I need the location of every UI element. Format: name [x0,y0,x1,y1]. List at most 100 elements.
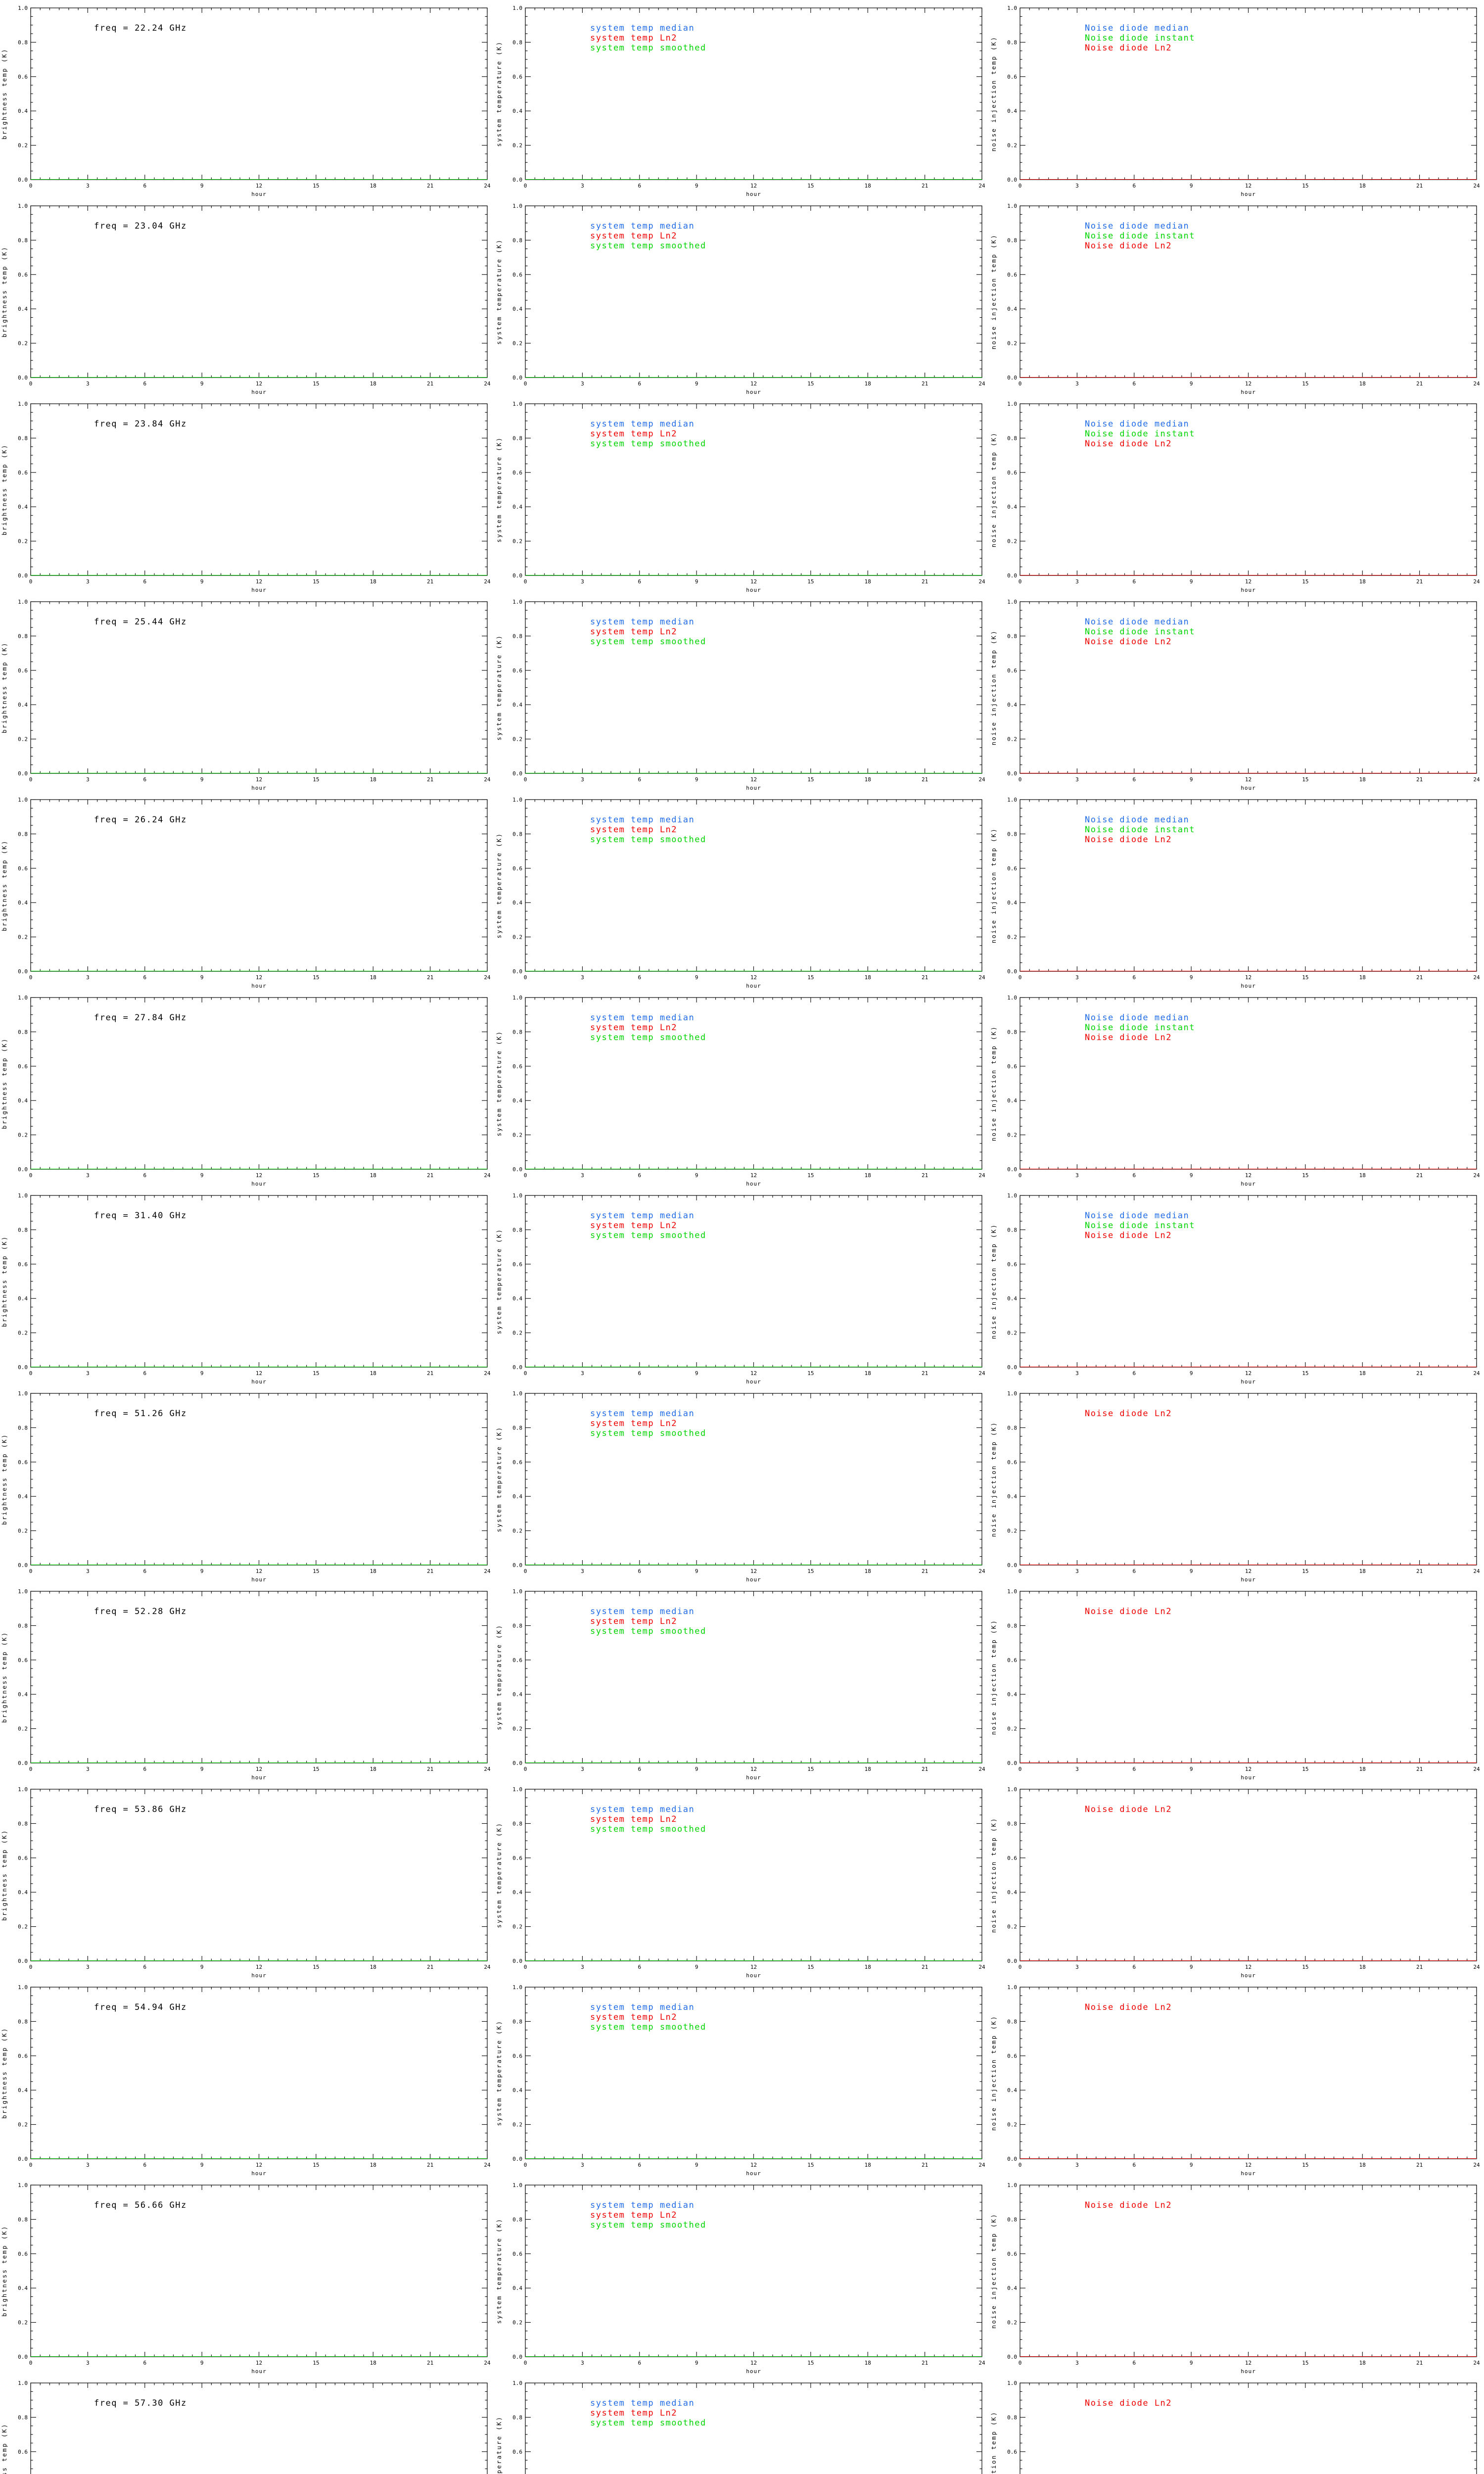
y-tick-label: 0.2 [512,143,522,149]
x-tick-label: 12 [1245,1568,1252,1574]
y-tick-label: 0.4 [1007,2285,1017,2291]
x-tick-label: 9 [200,183,204,189]
x-axis-title: hour [746,2170,761,2177]
x-tick-label: 6 [143,2360,146,2366]
y-tick-label: 0.8 [18,39,28,46]
x-tick-label: 12 [750,1964,757,1970]
legend-entry: system temp smoothed [590,1231,706,1240]
y-axis-label: noise injection temp (K) [990,1817,997,1933]
y-axis-label: noise injection temp (K) [990,1224,997,1339]
plot-r13-c3: 03691215182124hour0.00.20.40.60.81.0nois… [990,2380,1477,2474]
x-tick-label: 15 [313,183,319,189]
x-tick-label: 21 [922,776,928,783]
x-tick-label: 6 [143,2162,146,2168]
x-tick-label: 0 [29,2162,33,2168]
legend-entry: system temp Ln2 [590,2408,677,2418]
y-axis-label: noise injection temp (K) [990,2015,997,2131]
plot-r5-c2: 0 3 6 9 12 15 18 21 24 hour 0.0 0.2 0.4 0.6 0.8 1.0 syst… [496,797,985,989]
x-tick-label: 6 [143,776,146,783]
legend-entry: system temp median [590,1013,695,1023]
x-tick-label: 21 [427,1964,433,1970]
x-tick-label: 15 [1302,183,1308,189]
legend-entry: system temp median [590,419,695,429]
x-tick-label: 0 [1019,1370,1022,1377]
legend-entry: system temp smoothed [590,1428,706,1438]
x-tick-label: 9 [1190,2162,1193,2168]
y-tick-label: 0.4 [18,2285,28,2291]
plot-r1-c3: 0 3 6 9 12 15 18 21 24 hour 0.0 0.2 0.4 0.6 0.8 1.0 nois… [990,5,1480,197]
y-tick-label: 0.6 [1007,2251,1017,2257]
y-ticks [1020,1195,1477,1368]
x-tick-label: 15 [313,1964,319,1970]
y-tick-label: 0.6 [512,2251,522,2257]
plot-frame [30,1393,488,1566]
x-axis-title: hour [1241,191,1256,197]
x-axis-title: hour [746,389,761,395]
y-tick-label: 0.6 [18,2053,28,2059]
legend-entry: Noise diode Ln2 [1085,1231,1172,1240]
x-tick-label: 24 [484,381,491,387]
plot-cell-r9-c1: 0 3 6 9 12 15 18 21 24 hour 0.0 0.2 0.4 0.6 0.8 1.0 brig… [0,1583,495,1781]
x-tick-label: 6 [143,1964,146,1970]
plot-r2-c2: 0 3 6 9 12 15 18 21 24 hour 0.0 0.2 0.4 0.6 0.8 1.0 syst… [496,203,985,395]
y-axis-label: noise injection temp (K) [990,36,997,151]
y-ticks [31,2382,487,2470]
y-ticks [1020,2185,1477,2357]
x-tick-label: 3 [86,1370,90,1377]
x-ticks [30,1393,488,1565]
plot-r6-c3: 0 3 6 9 12 15 18 21 24 hour 0.0 0.2 0.4 0.6 0.8 1.0 nois… [990,995,1480,1187]
x-tick-label: 3 [86,1766,90,1772]
y-tick-label: 0.4 [1007,900,1017,906]
x-tick-label: 21 [1416,1766,1423,1772]
y-axis-label: brightness temp (K) [1,48,8,140]
x-tick-label: 24 [484,1964,491,1970]
x-tick-label: 0 [1019,2360,1022,2366]
x-tick-label: 6 [638,974,641,981]
x-tick-label: 12 [750,1766,757,1772]
plot-r9-c1: 0 3 6 9 12 15 18 21 24 hour 0.0 0.2 0.4 0.6 0.8 1.0 brig… [1,1588,491,1781]
plot-cell-r8-c2: 0 3 6 9 12 15 18 21 24 hour 0.0 0.2 0.4 0.6 0.8 1.0 syst… [495,1385,989,1583]
y-tick-label: 1.0 [18,1984,28,1991]
plot-r8-c3: 0 3 6 9 12 15 18 21 24 hour 0.0 0.2 0.4 0.6 0.8 1.0 nois… [990,1390,1480,1583]
plot-r13-c2: 03691215182124hour0.00.20.40.60.81.0syst… [496,2380,982,2474]
x-ticks [525,2185,982,2357]
y-axis-label: brightness temp (K) [1,1433,8,1525]
x-tick-label: 3 [581,1370,584,1377]
x-tick-label: 3 [581,1766,584,1772]
y-ticks [31,1789,487,1961]
y-ticks [1020,2382,1477,2470]
legend-entry: Noise diode Ln2 [1085,2002,1172,2012]
x-tick-label: 6 [143,974,146,981]
x-tick-label: 12 [750,381,757,387]
plot-cell-r7-c1: 0 3 6 9 12 15 18 21 24 hour 0.0 0.2 0.4 0.6 0.8 1.0 brig… [0,1188,495,1385]
x-tick-label: 3 [86,776,90,783]
x-tick-label: 15 [313,776,319,783]
x-tick-label: 21 [922,183,928,189]
y-tick-label: 0.6 [18,1063,28,1070]
y-axis-label: brightness temp (K) [1,246,8,337]
y-axis-label: brightness temp (K) [1,840,8,931]
x-tick-label: 9 [1190,1370,1193,1377]
y-tick-label: 0.2 [1007,538,1017,545]
y-tick-label: 0.4 [18,1493,28,1500]
x-tick-label: 9 [200,1766,204,1772]
legend-entry: system temp median [590,2002,695,2012]
x-tick-label: 12 [256,1964,262,1970]
plot-r9-c2: 0 3 6 9 12 15 18 21 24 hour 0.0 0.2 0.4 0.6 0.8 1.0 syst… [496,1588,985,1781]
y-axis-label: noise injection temp (K) [990,432,997,547]
legend-entry: system temp median [590,23,695,33]
x-tick-label: 12 [1245,1172,1252,1179]
y-tick-label: 0.6 [1007,1459,1017,1466]
y-tick-label: 0.6 [512,1459,522,1466]
y-axis-label: noise injection temp (K) [990,234,997,349]
plot-r7-c1: 0 3 6 9 12 15 18 21 24 hour 0.0 0.2 0.4 0.6 0.8 1.0 brig… [1,1192,491,1385]
y-tick-label: 0.6 [18,667,28,674]
y-tick-label: 0.2 [512,1132,522,1139]
plot-r11-c2: 0 3 6 9 12 15 18 21 24 hour 0.0 0.2 0.4 0.6 0.8 1.0 syst… [496,1984,985,2177]
x-tick-label: 6 [1132,1172,1136,1179]
x-tick-label: 15 [807,578,814,585]
plot-cell-r12-c1: 0 3 6 9 12 15 18 21 24 hour 0.0 0.2 0.4 0.6 0.8 1.0 brig… [0,2177,495,2375]
x-tick-label: 18 [1359,2162,1366,2168]
y-axis-label: system temperature (K) [496,1229,503,1334]
